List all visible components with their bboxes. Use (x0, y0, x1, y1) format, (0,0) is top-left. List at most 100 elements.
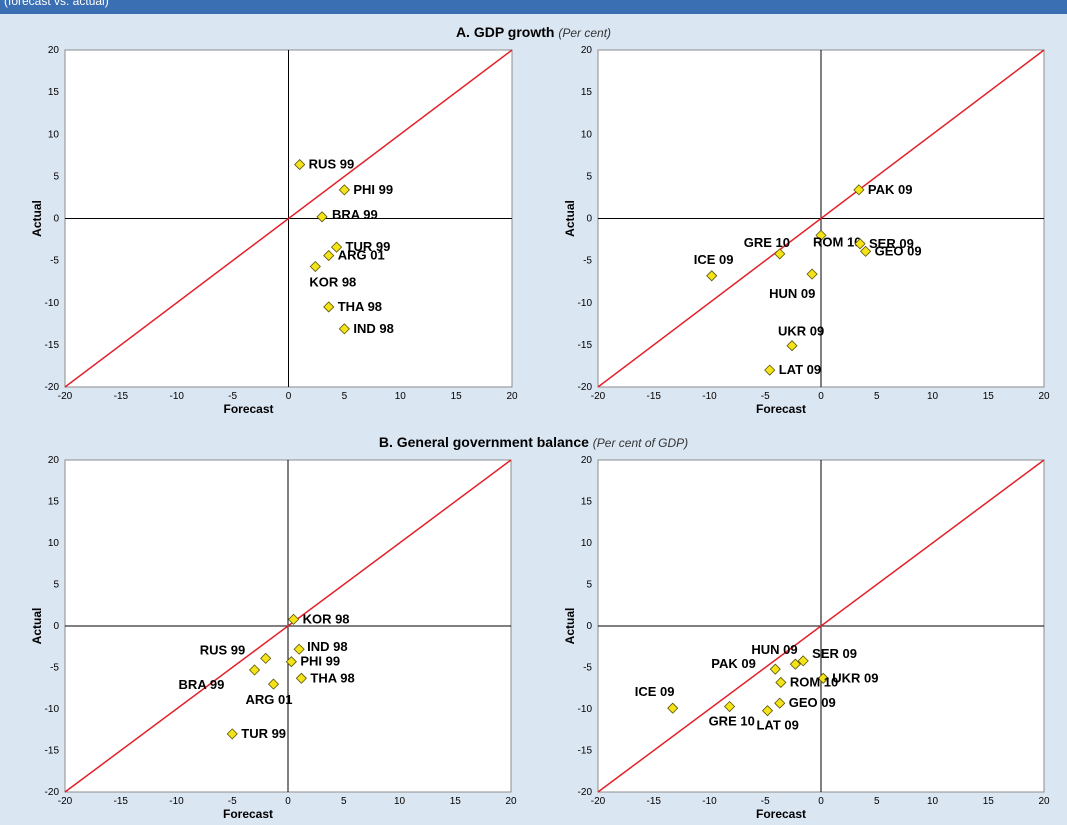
data-point-label: PAK 09 (711, 656, 756, 671)
x-tick-label: 10 (927, 796, 939, 807)
y-tick-label: -20 (45, 787, 60, 798)
data-point-marker (764, 364, 776, 376)
x-tick-label: 15 (451, 391, 463, 402)
x-tick-label: 0 (818, 796, 824, 807)
data-point-marker (338, 323, 350, 335)
y-tick-label: -15 (578, 340, 593, 351)
x-tick-label: 20 (1038, 391, 1050, 402)
data-point-label: RUS 99 (200, 642, 246, 657)
data-point-marker (309, 260, 321, 273)
y-tick-label: 10 (48, 129, 60, 140)
data-point-label: BRA 99 (332, 207, 378, 222)
x-tick-label: 15 (450, 796, 462, 807)
y-tick-label: -10 (578, 704, 593, 715)
data-point-label: PAK 09 (868, 182, 913, 197)
data-point-marker (248, 664, 261, 676)
x-tick-label: 20 (506, 391, 518, 402)
x-tick-label: -10 (702, 796, 717, 807)
x-tick-label: 5 (342, 391, 348, 402)
data-point-label: THA 98 (338, 299, 382, 314)
x-tick-label: 0 (818, 391, 824, 402)
section-b-title: B. General government balance (Per cent … (0, 434, 1067, 450)
data-point-label: IND 98 (353, 321, 393, 336)
data-point-label: SER 09 (812, 646, 857, 661)
y-tick-label: -20 (578, 382, 593, 393)
data-point-marker (774, 697, 786, 709)
data-point-marker (267, 678, 280, 690)
data-point-label: UKR 09 (832, 670, 878, 685)
x-tick-label: -15 (114, 391, 129, 402)
x-axis-title: Forecast (223, 807, 273, 821)
x-tick-label: 10 (395, 391, 407, 402)
data-point-label: ARG 01 (246, 692, 293, 707)
x-tick-label: -15 (647, 391, 662, 402)
x-axis-title: Forecast (223, 402, 273, 416)
y-tick-label: 15 (48, 497, 60, 508)
data-point-marker (295, 672, 307, 684)
data-point-label: LAT 09 (779, 362, 821, 377)
y-tick-label: -5 (583, 256, 592, 267)
x-tick-label: 0 (286, 391, 292, 402)
data-point-marker (789, 658, 801, 670)
y-tick-label: 10 (48, 538, 60, 549)
y-tick-label: 10 (581, 129, 593, 140)
y-tick-label: 20 (581, 455, 593, 466)
y-tick-label: 0 (53, 214, 59, 225)
x-tick-label: 15 (983, 391, 995, 402)
data-point-marker (775, 676, 787, 689)
data-point-label: KOR 98 (309, 275, 356, 290)
y-tick-label: -20 (45, 382, 60, 393)
data-point-marker (323, 250, 335, 262)
y-tick-label: -5 (583, 663, 592, 674)
data-point-label: SER 09 (869, 236, 914, 251)
data-point-label: HUN 09 (751, 642, 797, 657)
x-tick-label: 5 (874, 391, 880, 402)
x-tick-label: 20 (505, 796, 517, 807)
data-point-marker (706, 270, 718, 282)
data-point-label: ROM 10 (813, 234, 861, 249)
y-axis-title: Actual (563, 608, 577, 645)
y-tick-label: 5 (53, 171, 59, 182)
x-tick-label: 20 (1038, 796, 1050, 807)
x-tick-label: 15 (983, 796, 995, 807)
data-point-marker (724, 700, 736, 713)
data-point-label: ARG 01 (338, 248, 385, 263)
y-tick-label: 20 (581, 45, 593, 56)
y-tick-label: -10 (578, 298, 593, 309)
data-point-marker (316, 211, 328, 223)
y-tick-label: -10 (45, 704, 60, 715)
data-point-label: TUR 99 (346, 239, 391, 254)
x-tick-label: -5 (228, 391, 237, 402)
y-tick-label: -5 (50, 256, 59, 267)
data-point-marker (338, 184, 350, 196)
y-tick-label: 0 (53, 621, 59, 632)
data-point-label: GRE 10 (709, 714, 755, 729)
section-b-heading: B. General government balance (378, 434, 589, 450)
x-axis-title: Forecast (756, 402, 806, 416)
data-point-label: UKR 09 (778, 324, 824, 339)
data-point-label: GEO 09 (789, 695, 836, 710)
data-point-marker (806, 268, 818, 280)
x-tick-label: -5 (228, 796, 237, 807)
data-point-marker (288, 613, 300, 625)
x-tick-label: -5 (761, 391, 770, 402)
y-tick-label: 20 (48, 45, 60, 56)
data-point-label: TUR 99 (241, 726, 286, 741)
data-point-label: ROM 10 (790, 674, 838, 689)
section-a-subtitle: (Per cent) (558, 26, 612, 40)
x-tick-label: -10 (169, 796, 184, 807)
data-point-marker (853, 184, 865, 196)
y-tick-label: 0 (586, 214, 592, 225)
reference-line (597, 459, 1045, 793)
section-a-heading: A. GDP growth (455, 24, 555, 40)
data-point-label: GRE 10 (744, 235, 790, 250)
x-tick-label: -20 (591, 391, 606, 402)
gov-balance-left-chart: -20 -15 -10 -5 0 5 10 15 20 -20 -15 -10 -5 0 5 10 15 20 Fo… (30, 455, 517, 821)
data-point-label: IND 98 (307, 639, 347, 654)
x-tick-label: 10 (927, 391, 939, 402)
data-point-label: PHI 99 (353, 182, 393, 197)
x-tick-label: -15 (114, 796, 129, 807)
data-point-label: LAT 09 (756, 718, 798, 733)
data-point-marker (769, 663, 781, 675)
data-point-marker (330, 241, 343, 253)
